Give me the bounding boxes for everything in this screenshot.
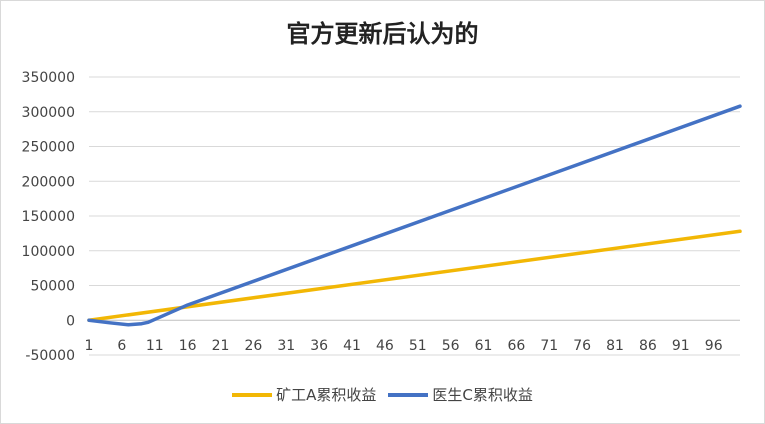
x-tick-label: 41: [343, 338, 361, 354]
series-lines: [87, 104, 742, 327]
legend-item-miner-a: 矿工A累积收益: [232, 384, 376, 405]
series-line-doctor-c: [87, 104, 742, 327]
y-axis-ticks: -50000 0 50000 100000 150000 200000 250000 3000…: [22, 70, 75, 364]
chart-legend: 矿工A累积收益 医生C累积收益: [0, 384, 765, 405]
x-tick-label: 11: [146, 338, 164, 354]
x-tick-label: 96: [705, 338, 723, 354]
x-tick-label: 66: [508, 338, 526, 354]
y-tick-label: 50000: [30, 279, 75, 295]
legend-label-doctor-c: 医生C累积收益: [432, 386, 533, 404]
y-tick-label: 250000: [22, 140, 75, 156]
x-tick-label: 51: [409, 338, 427, 354]
grid-lines: [89, 76, 740, 356]
x-tick-label: 76: [573, 338, 591, 354]
x-tick-label: 56: [442, 338, 460, 354]
x-tick-label: 81: [606, 338, 624, 354]
x-tick-label: 26: [244, 338, 262, 354]
x-tick-label: 91: [672, 338, 690, 354]
x-tick-label: 61: [475, 338, 493, 354]
y-tick-label: -50000: [25, 348, 75, 364]
y-tick-label: 0: [66, 313, 75, 329]
series-line-miner-a: [87, 229, 742, 322]
legend-label-miner-a: 矿工A累积收益: [276, 386, 377, 404]
x-tick-label: 86: [639, 338, 657, 354]
legend-item-doctor-c: 医生C累积收益: [388, 384, 533, 405]
x-tick-label: 46: [376, 338, 394, 354]
x-tick-label: 21: [212, 338, 230, 354]
y-tick-label: 150000: [22, 209, 75, 225]
x-tick-label: 71: [540, 338, 558, 354]
legend-swatch-miner-a: [232, 392, 273, 397]
x-tick-label: 36: [310, 338, 328, 354]
x-tick-label: 6: [117, 338, 126, 354]
chart-title: 官方更新后认为的: [286, 20, 479, 48]
y-tick-label: 200000: [22, 174, 75, 190]
x-tick-label: 31: [277, 338, 295, 354]
x-tick-label: 1: [85, 338, 94, 354]
y-tick-label: 350000: [22, 70, 75, 86]
y-tick-label: 300000: [22, 105, 75, 121]
y-tick-label: 100000: [22, 244, 75, 260]
x-tick-label: 16: [179, 338, 197, 354]
x-axis-ticks: 1 6 11 16 21 26 31 36 41 46 51 56 61 66 71 76 81 86 91 96: [85, 338, 723, 354]
legend-swatch-doctor-c: [388, 392, 429, 397]
